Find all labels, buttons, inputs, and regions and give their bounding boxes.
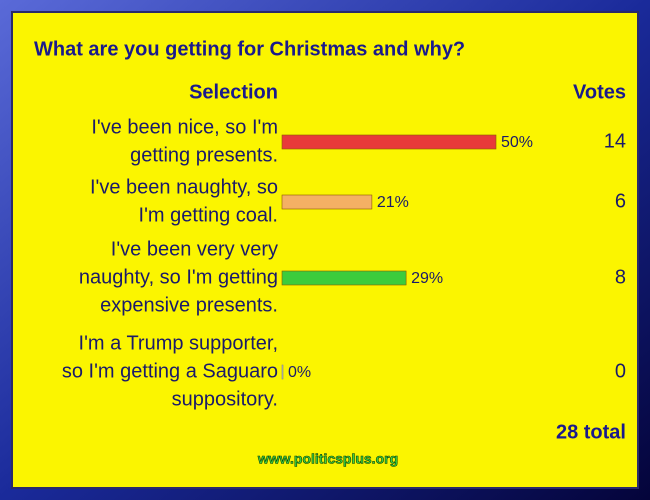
bar [281, 270, 407, 286]
category-label: expensive presents. [100, 294, 278, 316]
category-label: I'm getting coal. [139, 204, 278, 226]
percent-label: 50% [501, 134, 533, 151]
total: 28 total [556, 421, 626, 443]
vote-count: 14 [604, 130, 626, 152]
votes-header: Votes [573, 81, 626, 103]
category-label: I've been naughty, so [90, 176, 278, 198]
category-label: I've been very very [111, 238, 278, 260]
selection-header: Selection [189, 81, 278, 103]
percent-label: 21% [377, 194, 409, 211]
category-label: I'm a Trump supporter, [79, 332, 278, 354]
category-label: I've been nice, so I'm [91, 116, 278, 138]
vote-count: 8 [615, 266, 626, 288]
category-label: naughty, so I'm getting [79, 266, 278, 288]
title: What are you getting for Christmas and w… [34, 38, 465, 60]
vote-count: 0 [615, 360, 626, 382]
footer: www.politicsplus.org [257, 451, 398, 467]
percent-label: 0% [288, 364, 311, 381]
percent-label: 29% [411, 270, 443, 287]
bar [281, 364, 284, 380]
category-label: so I'm getting a Saguaro [62, 360, 278, 382]
category-label: getting presents. [130, 144, 278, 166]
vote-count: 6 [615, 190, 626, 212]
category-label: suppository. [172, 388, 278, 410]
panel [11, 11, 639, 489]
bar [281, 134, 497, 150]
bar [281, 194, 373, 210]
